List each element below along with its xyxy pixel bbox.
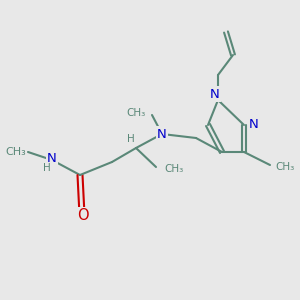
Text: CH₃: CH₃ — [5, 147, 26, 157]
Text: N: N — [210, 88, 220, 100]
Text: N: N — [157, 128, 167, 140]
Text: CH₃: CH₃ — [164, 164, 183, 174]
Text: N: N — [47, 152, 57, 166]
Text: N: N — [249, 118, 259, 131]
Text: H: H — [127, 134, 135, 144]
Text: O: O — [77, 208, 89, 224]
Text: CH₃: CH₃ — [275, 162, 294, 172]
Text: CH₃: CH₃ — [127, 108, 146, 118]
Text: H: H — [43, 163, 51, 173]
